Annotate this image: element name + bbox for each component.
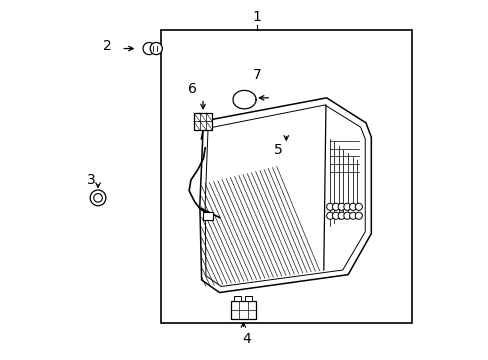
Circle shape [150,42,162,55]
Circle shape [349,203,356,210]
Text: 7: 7 [252,68,261,82]
Circle shape [349,212,356,219]
Bar [244,296,251,301]
Text: 1: 1 [252,10,261,24]
Circle shape [143,42,155,55]
Circle shape [354,203,362,210]
Circle shape [326,203,333,210]
Text: 6: 6 [188,82,197,96]
Bar [193,113,212,130]
Text: 3: 3 [87,173,96,187]
Circle shape [332,203,339,210]
Bar [234,296,241,301]
Bar [160,30,411,323]
Circle shape [337,203,345,210]
Circle shape [94,194,102,202]
Text: 5: 5 [273,143,282,157]
Circle shape [90,190,106,206]
Text: 2: 2 [102,39,111,53]
Bar [230,301,255,319]
Circle shape [343,212,350,219]
Circle shape [343,203,350,210]
Circle shape [337,212,345,219]
Circle shape [332,212,339,219]
Circle shape [354,212,362,219]
Text: 4: 4 [242,332,250,346]
Bar [203,212,213,220]
Circle shape [326,212,333,219]
